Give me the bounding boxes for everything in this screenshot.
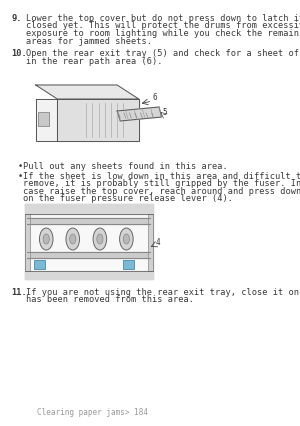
Text: has been removed from this area.: has been removed from this area.: [26, 295, 194, 304]
Circle shape: [66, 228, 80, 250]
Polygon shape: [27, 219, 150, 225]
Text: Open the rear exit tray (5) and check for a sheet of paper: Open the rear exit tray (5) and check fo…: [26, 49, 300, 58]
Text: areas for jammed sheets.: areas for jammed sheets.: [26, 36, 152, 46]
Text: 9.: 9.: [11, 14, 22, 23]
Circle shape: [43, 234, 49, 245]
Polygon shape: [36, 100, 57, 142]
Circle shape: [93, 228, 107, 250]
Text: 11.: 11.: [11, 287, 27, 296]
Circle shape: [123, 234, 130, 245]
Polygon shape: [25, 204, 153, 279]
Text: 10.: 10.: [11, 49, 27, 58]
Text: Clearing paper jams> 184: Clearing paper jams> 184: [37, 407, 148, 416]
Text: 6: 6: [153, 93, 158, 102]
Circle shape: [40, 228, 53, 250]
Text: Lower the top cover but do not press down to latch it: Lower the top cover but do not press dow…: [26, 14, 300, 23]
Polygon shape: [25, 215, 30, 271]
Polygon shape: [36, 86, 139, 100]
Circle shape: [120, 228, 133, 250]
Polygon shape: [117, 108, 161, 122]
Text: If the sheet is low down in this area and difficult to: If the sheet is low down in this area an…: [23, 172, 300, 181]
Polygon shape: [57, 100, 139, 142]
Text: •: •: [17, 161, 22, 170]
Circle shape: [97, 234, 103, 245]
Bar: [38, 113, 49, 127]
Bar: [123, 260, 134, 269]
Polygon shape: [148, 215, 153, 271]
Text: 4: 4: [155, 237, 160, 246]
Bar: [34, 260, 45, 269]
Text: in the rear path area (6).: in the rear path area (6).: [26, 56, 162, 65]
Text: remove, it is probably still gripped by the fuser. In this: remove, it is probably still gripped by …: [23, 179, 300, 188]
Circle shape: [70, 234, 76, 245]
Text: If you are not using the rear exit tray, close it once paper: If you are not using the rear exit tray,…: [26, 287, 300, 296]
Polygon shape: [25, 204, 153, 215]
Text: closed yet. This will protect the drums from excessive: closed yet. This will protect the drums …: [26, 21, 300, 30]
Text: Pull out any sheets found in this area.: Pull out any sheets found in this area.: [23, 161, 228, 170]
Text: exposure to room lighting while you check the remaining: exposure to room lighting while you chec…: [26, 29, 300, 38]
Text: on the fuser pressure release lever (4).: on the fuser pressure release lever (4).: [23, 194, 233, 203]
Text: •: •: [17, 172, 22, 181]
Text: case raise the top cover, reach around and press down: case raise the top cover, reach around a…: [23, 187, 300, 196]
Polygon shape: [27, 253, 150, 259]
Text: 5: 5: [162, 108, 167, 117]
Polygon shape: [25, 271, 153, 279]
